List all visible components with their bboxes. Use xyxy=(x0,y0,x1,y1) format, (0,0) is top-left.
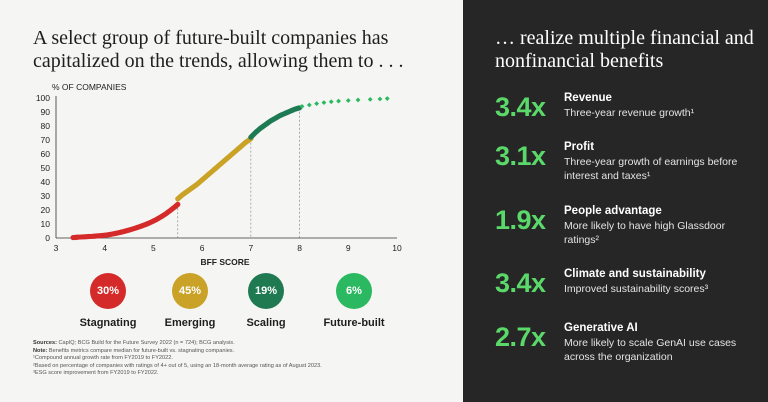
data-point-future-built xyxy=(328,99,334,105)
y-tick-label: 90 xyxy=(41,107,51,117)
metric-name: Profit xyxy=(564,141,595,153)
metric-generative-ai: 2.7x Generative AI More likely to scale … xyxy=(495,322,760,372)
segment-scaling: 19% Scaling xyxy=(218,273,314,329)
segment-stagnating: 30% Stagnating xyxy=(60,273,156,329)
chart-axes xyxy=(55,96,397,239)
data-point-future-built xyxy=(355,97,361,103)
x-tick-label: 9 xyxy=(346,243,351,253)
left-panel: A select group of future-built companies… xyxy=(33,27,404,72)
metric-name: Revenue xyxy=(564,92,612,104)
data-point-future-built xyxy=(345,98,351,103)
y-tick-label: 0 xyxy=(45,233,50,243)
data-point-future-built xyxy=(384,96,390,101)
metric-profit: 3.1x Profit Three-year growth of earning… xyxy=(495,141,760,191)
data-point-future-built xyxy=(321,100,327,106)
right-headline: … realize multiple financial and nonfina… xyxy=(495,27,754,72)
segment-legend: 30% Stagnating 45% Emerging 19% Scaling … xyxy=(60,273,400,333)
x-tick-label: 7 xyxy=(248,243,253,253)
sources-text: CapIQ; BCG Build for the Future Survey 2… xyxy=(56,340,235,346)
segment-circle: 6% xyxy=(336,273,372,309)
data-point-future-built xyxy=(306,102,312,108)
data-point-future-built xyxy=(299,104,305,109)
metric-value: 3.4x xyxy=(495,92,546,122)
segment-emerging: 45% Emerging xyxy=(142,273,238,329)
footnote-3: ³ESG score improvement from FY2019 to FY… xyxy=(33,370,159,377)
metric-name: Climate and sustainability xyxy=(564,268,706,280)
y-tick-label: 60 xyxy=(41,149,51,159)
footnote-1: ¹Compound annual growth rate from FY2019… xyxy=(33,355,173,362)
segment-future-built: 6% Future-built xyxy=(306,273,402,329)
chart-thresholds xyxy=(177,107,300,238)
metric-desc: Three-year revenue growth¹ xyxy=(564,107,695,119)
metric-value: 1.9x xyxy=(495,205,546,235)
bff-score-chart: 0 10 20 30 40 50 60 70 80 90 100 3 4 5 6 7 8 9 10 % OF COM… xyxy=(36,82,402,267)
segment-label: Stagnating xyxy=(79,317,137,329)
x-tick-label: 8 xyxy=(297,243,302,253)
y-tick-label: 70 xyxy=(41,135,51,145)
x-tick-label: 6 xyxy=(200,243,205,253)
y-tick-label: 100 xyxy=(36,93,50,103)
metric-desc: More likely to scale GenAI use cases acr… xyxy=(564,337,737,363)
x-tick-label: 5 xyxy=(151,243,156,253)
segment-label: Scaling xyxy=(246,317,286,329)
data-point-future-built xyxy=(377,96,383,102)
note-text: Benefits metrics compare median for futu… xyxy=(47,347,235,354)
sources-line: Sources: CapIQ; BCG Build for the Future… xyxy=(33,340,453,348)
metric-value: 3.1x xyxy=(495,141,546,171)
y-axis-label: % OF COMPANIES xyxy=(52,82,127,92)
chart-curve xyxy=(70,96,390,241)
left-headline: A select group of future-built companies… xyxy=(33,27,404,72)
x-tick-label: 4 xyxy=(102,243,107,253)
y-tick-label: 80 xyxy=(41,121,51,131)
data-point-future-built xyxy=(336,98,341,104)
segment-circle: 30% xyxy=(90,273,126,309)
right-panel: … realize multiple financial and nonfina… xyxy=(463,0,768,402)
metric-name: Generative AI xyxy=(564,322,638,334)
y-tick-label: 30 xyxy=(41,191,51,201)
note-line: Note: Benefits metrics compare median fo… xyxy=(33,348,453,356)
data-point-future-built xyxy=(367,97,373,102)
note-label: Note: xyxy=(33,347,48,354)
metric-value: 3.4x xyxy=(495,268,546,298)
metric-desc: Three-year growth of earnings before int… xyxy=(564,156,738,182)
footnotes: Sources: CapIQ; BCG Build for the Future… xyxy=(33,340,453,378)
data-point-future-built xyxy=(314,101,320,106)
metric-revenue: 3.4x Revenue Three-year revenue growth¹ xyxy=(495,92,760,142)
x-tick-label: 10 xyxy=(392,243,402,253)
y-tick-label: 40 xyxy=(41,177,51,187)
metric-desc: More likely to have high Glassdoor ratin… xyxy=(564,220,726,246)
metric-desc: Improved sustainability scores³ xyxy=(564,283,709,295)
segment-circle: 45% xyxy=(172,273,208,309)
metric-people-advantage: 1.9x People advantage More likely to hav… xyxy=(495,205,760,255)
y-tick-label: 10 xyxy=(41,219,51,229)
metric-climate-sustainability: 3.4x Climate and sustainability Improved… xyxy=(495,268,760,318)
segment-label: Future-built xyxy=(323,317,385,329)
y-tick-label: 50 xyxy=(41,163,51,173)
footnote-2: ²Based on percentage of companies with r… xyxy=(33,362,322,369)
segment-circle: 19% xyxy=(248,273,284,309)
segment-label: Emerging xyxy=(164,317,216,329)
metric-value: 2.7x xyxy=(495,322,546,352)
metric-name: People advantage xyxy=(564,205,662,217)
data-point-stagnating xyxy=(175,201,181,207)
x-tick-label: 3 xyxy=(54,243,59,253)
chart-ticks: 0 10 20 30 40 50 60 70 80 90 100 3 4 5 6 7 8 9 10 xyxy=(36,93,402,253)
x-axis-label: BFF SCORE xyxy=(200,257,249,267)
y-tick-label: 20 xyxy=(41,205,51,215)
sources-label: Sources: xyxy=(33,340,57,346)
